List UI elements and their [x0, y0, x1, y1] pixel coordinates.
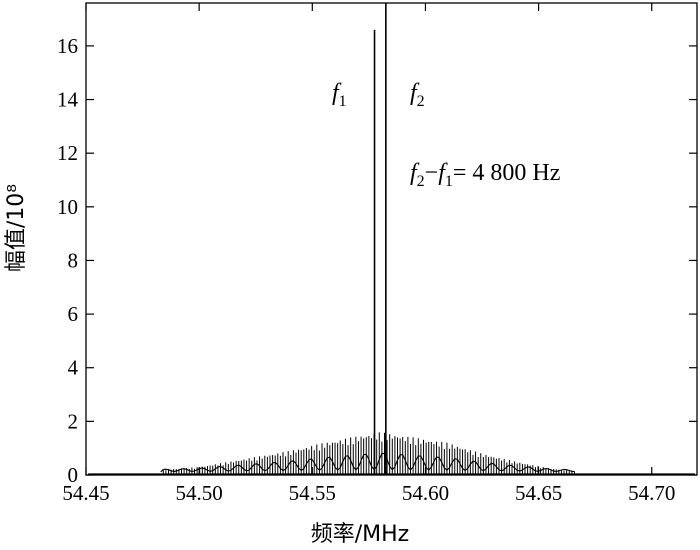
- y-tick-label: 2: [68, 409, 79, 433]
- peak-label-f2: f2: [410, 80, 425, 110]
- y-tick-label: 16: [57, 34, 78, 58]
- plot-border: [85, 2, 698, 476]
- carrier-peaks: [373, 3, 387, 475]
- spectrum-series: [88, 432, 695, 475]
- x-axis-title: 频率/MHz: [311, 522, 410, 547]
- x-tick-label: 54.70: [628, 481, 675, 505]
- y-tick-label: 6: [68, 302, 79, 326]
- x-tick-label: 54.65: [515, 481, 562, 505]
- y-tick-label: 10: [57, 195, 78, 219]
- y-tick-label: 8: [68, 248, 79, 272]
- x-tick-label: 54.45: [62, 481, 109, 505]
- y-tick-label: 4: [68, 356, 79, 380]
- y-tick-label: 0: [68, 463, 79, 487]
- y-tick-label: 12: [57, 141, 78, 165]
- x-tick-label: 54.55: [289, 481, 336, 505]
- x-tick-label: 54.50: [176, 481, 223, 505]
- sideband-trace: [160, 452, 575, 473]
- peak-label-f1: f1: [332, 80, 347, 110]
- x-tick-label: 54.60: [402, 481, 449, 505]
- y-axis-ticks: 0 2 4 6 8 10 12 14 16: [57, 34, 697, 487]
- plot-frame: [85, 2, 698, 476]
- frequency-difference-annotation: f2−f1= 4 800 Hz: [410, 160, 560, 190]
- y-tick-label: 14: [57, 88, 79, 112]
- y-axis-title: 幅值/10⁸: [4, 184, 29, 272]
- x-axis-ticks: 54.45 54.50 54.55 54.60 54.65 54.70: [62, 3, 675, 505]
